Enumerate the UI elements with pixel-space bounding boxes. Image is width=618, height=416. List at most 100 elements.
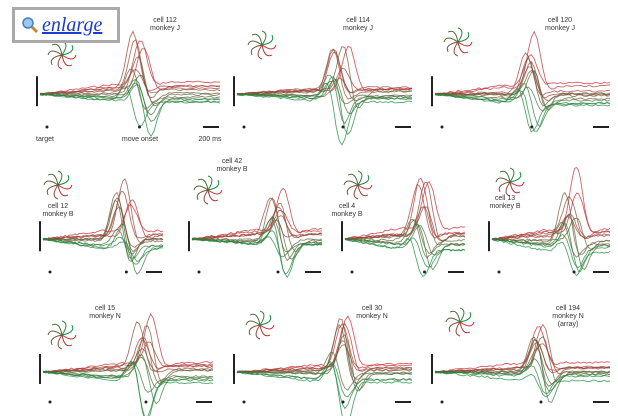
rosette-arm	[460, 322, 474, 326]
event-dot	[540, 401, 543, 404]
enlarge-button[interactable]: enlarge	[12, 7, 120, 43]
event-dot	[277, 271, 280, 274]
trace	[43, 314, 213, 372]
rosette-arm	[204, 190, 208, 204]
rosette-arm	[249, 325, 260, 335]
monkey-label: monkey J	[545, 25, 575, 32]
rosette-arm	[496, 178, 510, 182]
rosette-arm	[51, 55, 62, 65]
rosette-arm	[52, 44, 62, 55]
figure-page: cell 112monkey Jcell 114monkey Jcell 120…	[0, 0, 618, 416]
event-dot	[125, 271, 128, 274]
rosette-arm	[208, 176, 212, 190]
rosette-arm	[458, 42, 472, 46]
event-dot	[441, 401, 444, 404]
rosette-arm	[460, 322, 470, 333]
event-dot	[138, 126, 141, 129]
event-dot	[342, 126, 345, 129]
monkey-label: monkey J	[343, 25, 373, 32]
cell-label: cell 12	[48, 203, 68, 210]
note-label: (array)	[558, 321, 579, 328]
event-dot	[441, 126, 444, 129]
rosette-arm	[262, 45, 276, 49]
trace	[345, 182, 465, 241]
event-dot	[243, 126, 246, 129]
magnifier-icon	[21, 16, 39, 34]
rosette-arm	[460, 312, 471, 322]
monkey-label: monkey B	[489, 203, 520, 210]
rosette-arm	[54, 185, 58, 199]
event-dot	[423, 271, 426, 274]
trace	[43, 225, 163, 275]
panel: cell 4monkey B	[331, 171, 465, 276]
rosette-arm	[447, 42, 458, 52]
monkey-label: monkey J	[150, 25, 180, 32]
rosette-arm	[48, 51, 62, 55]
cell-label: cell 42	[222, 158, 242, 165]
rosette-arm	[62, 325, 73, 335]
rosette-arm	[208, 190, 222, 194]
rosette-arm	[344, 181, 358, 185]
rosette-arm	[197, 190, 208, 200]
rosette-arm	[58, 335, 62, 349]
cell-label: cell 194	[556, 305, 580, 312]
rosette-arm	[258, 45, 262, 59]
event-dot	[342, 401, 345, 404]
annotation: 200 ms	[199, 136, 222, 143]
rosette-arm	[454, 42, 458, 56]
event-dot	[145, 401, 148, 404]
trace	[237, 335, 412, 390]
rosette-arm	[348, 174, 358, 185]
rosette-arm	[449, 322, 460, 332]
cell-label: cell 13	[495, 195, 515, 202]
event-dot	[46, 126, 49, 129]
figure: cell 112monkey Jcell 114monkey Jcell 120…	[0, 0, 618, 416]
rosette-arm	[460, 308, 464, 322]
rosette-arm	[250, 314, 260, 325]
rosette-arm	[260, 315, 271, 325]
rosette-arm	[446, 318, 460, 322]
rosette-arm	[252, 34, 262, 45]
panel: cell 194monkey N(array)	[432, 305, 610, 404]
trace	[435, 340, 610, 373]
monkey-label: monkey N	[552, 313, 584, 320]
rosette-arm	[194, 186, 208, 190]
rosette-arm	[260, 325, 270, 336]
event-dot	[49, 271, 52, 274]
rosette-arm	[262, 45, 272, 56]
rosette-arm	[246, 321, 260, 325]
trace	[43, 193, 163, 254]
rosette-arm	[458, 42, 468, 53]
rosette-arm	[358, 185, 368, 196]
cell-label: cell 112	[153, 17, 177, 24]
monkey-label: monkey N	[89, 313, 121, 320]
rosette-arm	[62, 321, 66, 335]
rosette-arm	[354, 185, 358, 199]
rosette-arm	[358, 171, 362, 185]
event-dot	[498, 271, 501, 274]
rosette-arm	[260, 311, 264, 325]
enlarge-link[interactable]: enlarge	[42, 14, 102, 37]
rosette-arm	[444, 38, 458, 42]
rosette-arm	[256, 325, 260, 339]
rosette-arm	[450, 311, 460, 322]
rosette-arm	[62, 41, 66, 55]
trace	[192, 188, 322, 238]
cell-label: cell 114	[346, 17, 370, 24]
rosette-arm	[458, 32, 469, 42]
trace	[435, 55, 610, 94]
monkey-label: monkey B	[216, 166, 247, 173]
event-dot	[198, 271, 201, 274]
trace	[237, 77, 412, 135]
rosette-arm	[208, 180, 219, 190]
rosette-arm	[510, 182, 524, 186]
panel: cell 13monkey B	[489, 168, 610, 276]
rosette-arm	[51, 335, 62, 345]
event-dot	[351, 271, 354, 274]
trace	[435, 53, 610, 95]
rosette-arm	[262, 31, 266, 45]
